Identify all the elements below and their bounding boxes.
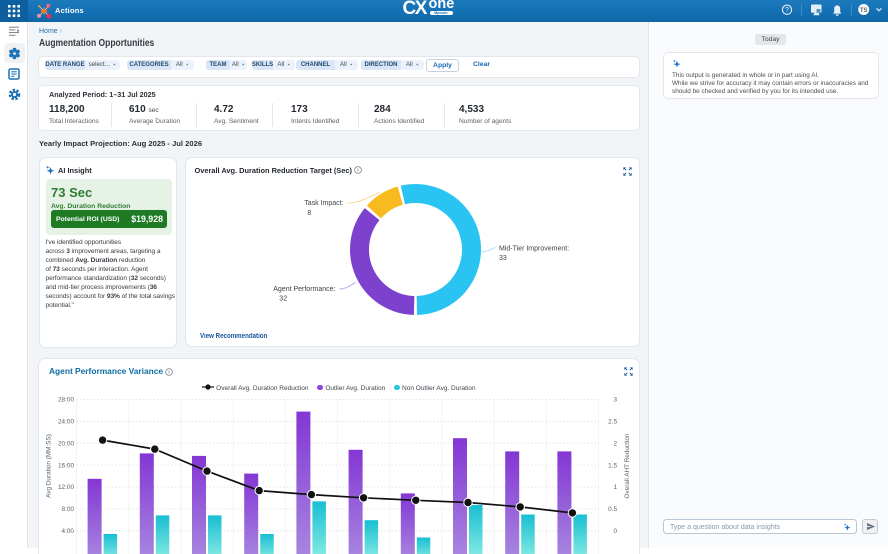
svg-text:3: 3 (613, 396, 617, 403)
svg-text:1: 1 (613, 484, 617, 491)
svg-text:33: 33 (499, 255, 507, 262)
svg-text:8: 8 (307, 210, 311, 217)
svg-text:12:00: 12:00 (58, 484, 74, 491)
svg-text:i: i (357, 168, 358, 173)
svg-text:28:00: 28:00 (58, 396, 74, 403)
svg-text:24:00: 24:00 (58, 418, 74, 425)
svg-text:?: ? (785, 7, 789, 14)
svg-text:2.5: 2.5 (608, 418, 617, 425)
svg-text:0: 0 (613, 528, 617, 535)
svg-text:20:00: 20:00 (58, 440, 74, 447)
svg-text:Overall AHT Reduction: Overall AHT Reduction (624, 433, 631, 498)
svg-text:Avg Duration (MM:SS): Avg Duration (MM:SS) (46, 434, 53, 498)
svg-text:Mid-Tier Improvement:: Mid-Tier Improvement: (499, 245, 569, 252)
svg-text:2: 2 (613, 440, 617, 447)
svg-text:16:00: 16:00 (58, 462, 74, 469)
svg-text:Agent Performance:: Agent Performance: (273, 286, 335, 293)
svg-text:0.5: 0.5 (608, 506, 617, 513)
svg-text:TS: TS (860, 8, 868, 14)
svg-text:Task Impact:: Task Impact: (304, 200, 343, 207)
svg-text:4:00: 4:00 (62, 528, 75, 535)
svg-text:1.5: 1.5 (608, 462, 617, 469)
svg-text:32: 32 (279, 295, 287, 302)
svg-text:8:00: 8:00 (62, 506, 75, 513)
svg-text:i: i (169, 369, 170, 374)
